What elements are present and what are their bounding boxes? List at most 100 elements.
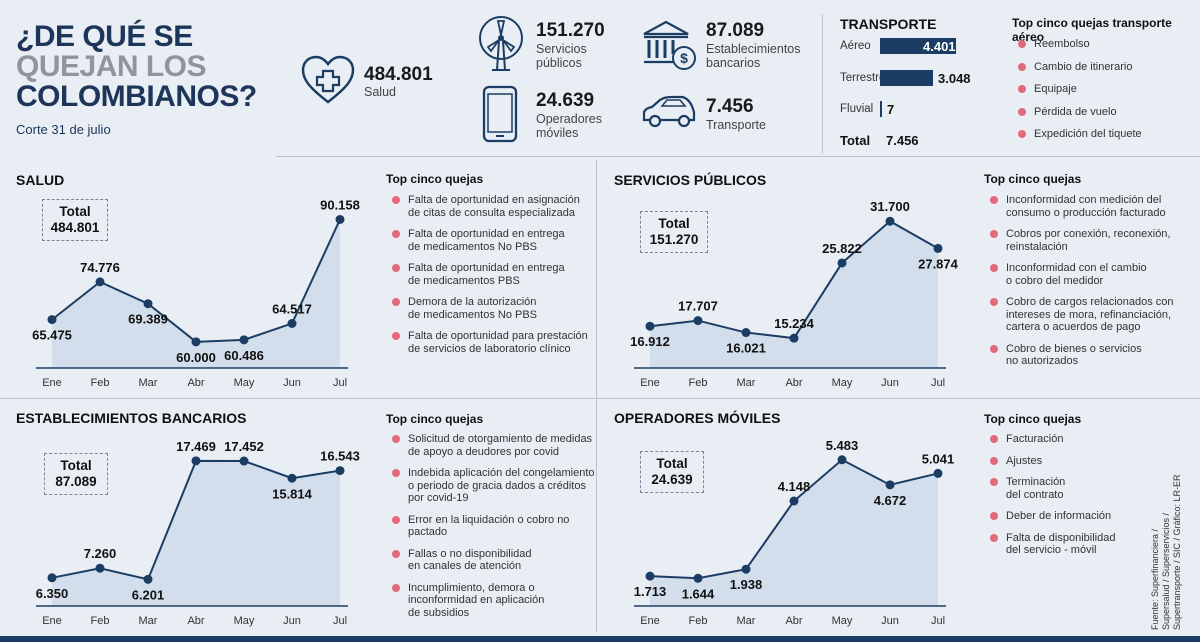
servicios-queja-line: Cobro de bienes o servicios: [1006, 342, 1142, 355]
kpi-servicios-value: 151.270: [536, 20, 605, 41]
transport-value-fluvial: 7: [887, 102, 895, 117]
servicios-tick-label: Jun: [881, 377, 899, 389]
operadores-tick-label: Mar: [737, 615, 756, 627]
servicios-data-label: 31.700: [870, 199, 910, 214]
servicios-data-label: 15.234: [774, 316, 815, 331]
operadores-data-label: 1.644: [682, 586, 715, 601]
bancarios-tick-label: Abr: [187, 615, 204, 627]
bancarios-queja-line: de apoyo a deudores por covid: [408, 445, 560, 458]
operadores-point: [789, 496, 799, 506]
bancarios-queja-line: Incumplimiento, demora o: [408, 581, 535, 594]
source-credit: Fuente: Superfinanciera / Supersalud / S…: [1150, 440, 1183, 630]
operadores-point: [741, 564, 751, 574]
salud-top-title: Top cinco quejas: [386, 172, 484, 186]
operadores-data-label: 5.483: [826, 438, 859, 453]
salud-quejas-list: Falta de oportunidad en asignación de cit…: [390, 194, 590, 364]
servicios-tick-label: Jul: [931, 377, 945, 389]
operadores-queja-line: Ajustes: [1006, 454, 1043, 467]
bancarios-queja-line: Solicitud de otorgamiento de medidas: [408, 433, 593, 445]
servicios-total-box: Total 151.270: [640, 211, 708, 253]
operadores-tick-label: May: [832, 615, 853, 627]
heart-icon: [301, 55, 355, 104]
servicios-tick-label: Feb: [689, 377, 708, 389]
title-line-3: COLOMBIANOS?: [16, 80, 257, 113]
operadores-data-label: 1.713: [634, 584, 667, 599]
salud-tick-label: Mar: [139, 377, 158, 389]
salud-point: [335, 214, 345, 224]
transport-value-aereo: 4.401: [923, 39, 956, 54]
servicios-tick-label: May: [832, 377, 853, 389]
bancarios-total-label: Total: [60, 458, 92, 473]
bancarios-tick-label: Mar: [139, 615, 158, 627]
salud-queja-line: de servicios de laboratorio clínico: [408, 342, 571, 355]
servicios-point: [693, 316, 703, 326]
operadores-tick-label: Ene: [640, 615, 660, 627]
operadores-queja-item: Ajustes: [988, 455, 1138, 468]
operadores-total-value: 24.639: [651, 472, 693, 487]
operadores-tick-label: Feb: [689, 615, 708, 627]
bancarios-quejas-list: Solicitud de otorgamiento de medidas de a…: [390, 433, 595, 628]
transport-label-aereo: Aéreo: [840, 40, 871, 52]
bancarios-queja-line: por covid-19: [408, 492, 469, 504]
bancarios-queja-line: o periodo de gracia dados a créditos: [408, 479, 586, 492]
transport-bar-terrestre: [880, 70, 933, 86]
salud-queja-item: Falta de oportunidad en entrega de medica…: [390, 228, 590, 253]
title-line-2: QUEJAN LOS: [16, 50, 207, 83]
salud-point: [191, 337, 201, 347]
salud-total-box: Total 484.801: [42, 199, 108, 241]
operadores-queja-item: Deber de información: [988, 510, 1138, 523]
transport-total-value: 7.456: [886, 133, 919, 148]
transport-label-terrestre: Terrestre: [840, 72, 886, 84]
salud-tick-label: Feb: [91, 377, 110, 389]
servicios-title: SERVICIOS PÚBLICOS: [614, 172, 767, 188]
operadores-tick-label: Jun: [881, 615, 899, 627]
bancarios-tick-label: Jun: [283, 615, 301, 627]
operadores-total-label: Total: [656, 456, 688, 471]
bancarios-data-label: 6.201: [132, 587, 165, 602]
bancarios-queja-item: Incumplimiento, demora o inconformidad en…: [390, 582, 595, 620]
bancarios-queja-line: Indebida aplicación del congelamiento: [408, 467, 595, 479]
salud-queja-item: Falta de oportunidad para prestación de s…: [390, 330, 590, 355]
salud-total-label: Total: [59, 204, 91, 219]
servicios-data-label: 16.021: [726, 341, 766, 356]
footer-bar: [0, 636, 1200, 642]
servicios-point: [789, 333, 799, 343]
salud-point: [143, 299, 153, 309]
bancarios-queja-line: en canales de atención: [408, 560, 522, 572]
salud-tick-label: Jun: [283, 377, 301, 389]
operadores-queja-line: Facturación: [1006, 433, 1064, 445]
salud-data-label: 64.517: [272, 302, 312, 317]
servicios-point: [837, 258, 847, 268]
salud-queja-line: Falta de oportunidad en entrega: [408, 228, 565, 240]
servicios-queja-line: Inconformidad con el cambio: [1006, 262, 1147, 274]
bancarios-queja-line: Fallas o no disponibilidad: [408, 547, 532, 560]
salud-data-label: 65.475: [32, 328, 72, 343]
servicios-queja-line: no autorizados: [1006, 355, 1079, 367]
operadores-data-label: 4.148: [778, 479, 811, 494]
kpi-operadores-value: 24.639: [536, 90, 595, 111]
salud-data-label: 60.486: [224, 348, 264, 363]
operadores-point: [885, 480, 895, 490]
servicios-queja-line: consumo o producción facturado: [1006, 206, 1166, 219]
kpi-servicios-label-2: públicos: [536, 56, 582, 70]
bancarios-point: [335, 466, 345, 476]
servicios-queja-line: Cobro de cargos relacionados con: [1006, 296, 1174, 308]
kpi-bancarios-value: 87.089: [706, 20, 765, 41]
kpi-operadores-label-1: Operadores: [536, 112, 603, 126]
kpi-salud-value: 484.801: [364, 64, 433, 85]
salud-data-label: 74.776: [80, 260, 120, 275]
transport-divider: [822, 14, 823, 154]
kpi-operadores-label-2: móviles: [536, 126, 579, 140]
bancarios-queja-line: Error en la liquidación o cobro no pacta…: [408, 513, 570, 539]
bancarios-point: [287, 473, 297, 483]
transport-top-item: Cambio de itinerario: [1016, 61, 1142, 74]
source-line: Supersalud / Superservicios /: [1161, 512, 1171, 630]
operadores-top-title: Top cinco quejas: [984, 412, 1082, 426]
transport-top-item: Pérdida de vuelo: [1016, 106, 1142, 119]
servicios-point: [741, 328, 751, 338]
kpi-servicios-label-1: Servicios: [536, 42, 587, 56]
servicios-total-label: Total: [658, 216, 690, 231]
car-icon: [642, 95, 696, 128]
source-line: Supertransporte / SIC / Gráfico: LR-ER: [1172, 474, 1182, 630]
salud-total-value: 484.801: [50, 220, 100, 235]
